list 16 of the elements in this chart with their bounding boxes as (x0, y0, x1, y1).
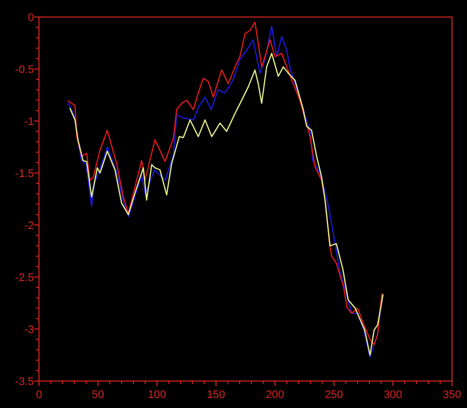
y-tick-label: -2.5 (15, 272, 34, 284)
y-tick-label: -3.5 (15, 376, 34, 388)
x-tick-label: 100 (148, 389, 166, 401)
y-tick-label: -0.5 (15, 64, 34, 76)
y-tick-label: 0 (28, 12, 34, 24)
y-tick-label: -2 (24, 220, 34, 232)
x-tick-label: 150 (206, 389, 226, 401)
x-tick-label: 350 (442, 389, 462, 401)
y-tick-label: -1 (24, 116, 34, 128)
y-tick-label: -3 (24, 324, 34, 336)
y-tick-label: -1.5 (15, 168, 34, 180)
x-tick-label: 0 (36, 389, 42, 401)
x-tick-label: 300 (384, 389, 402, 401)
x-tick-label: 50 (92, 389, 104, 401)
x-tick-label: 200 (266, 389, 284, 401)
x-tick-label: 250 (324, 389, 344, 401)
